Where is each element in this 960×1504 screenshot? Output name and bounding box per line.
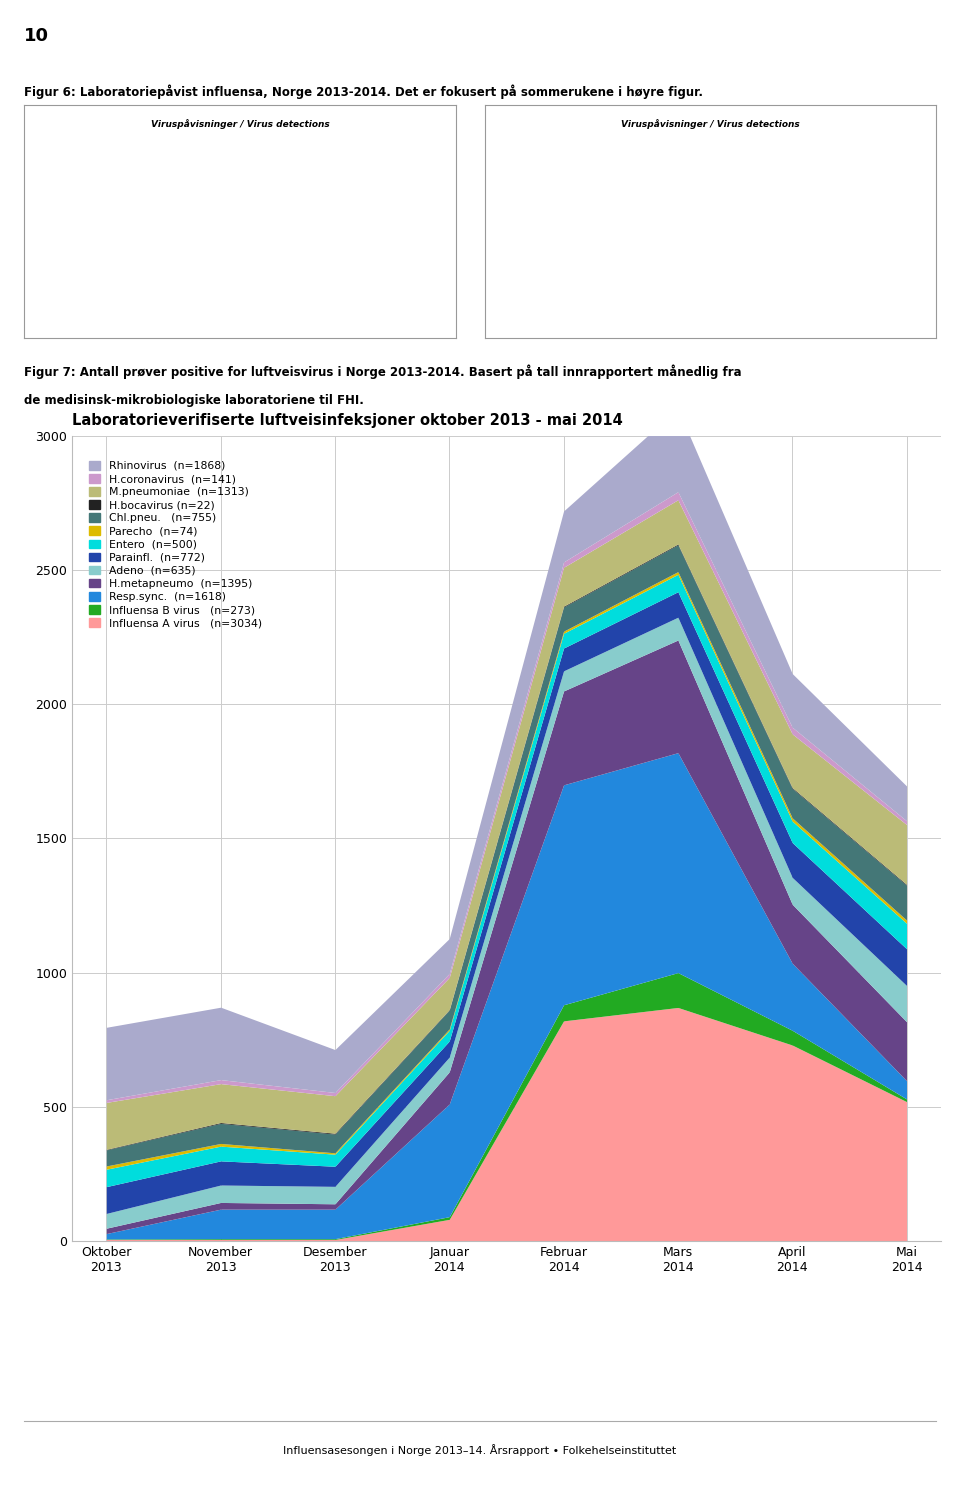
Legend: Rhinovirus  (n=1868), H.coronavirus  (n=141), M.pneumoniae  (n=1313), H.bocaviru: Rhinovirus (n=1868), H.coronavirus (n=14…	[86, 457, 265, 632]
Text: Influensasesongen i Norge 2013–14. Årsrapport • Folkehelseinstituttet: Influensasesongen i Norge 2013–14. Årsra…	[283, 1444, 677, 1456]
Text: Viruspåvisninger / Virus detections: Viruspåvisninger / Virus detections	[621, 119, 800, 129]
Text: Laboratorieverifiserte luftveisinfeksjoner oktober 2013 - mai 2014: Laboratorieverifiserte luftveisinfeksjon…	[72, 414, 623, 429]
Text: 10: 10	[24, 27, 49, 45]
Text: Figur 6: Laboratoriepåvist influensa, Norge 2013-2014. Det er fokusert på sommer: Figur 6: Laboratoriepåvist influensa, No…	[24, 84, 703, 99]
Text: Viruspåvisninger / Virus detections: Viruspåvisninger / Virus detections	[151, 119, 329, 129]
Text: Figur 7: Antall prøver positive for luftveisvirus i Norge 2013-2014. Basert på t: Figur 7: Antall prøver positive for luft…	[24, 364, 742, 379]
Text: de medisinsk-mikrobiologiske laboratoriene til FHI.: de medisinsk-mikrobiologiske laboratorie…	[24, 394, 364, 408]
